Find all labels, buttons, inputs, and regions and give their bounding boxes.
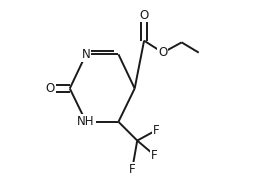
Text: F: F [153,124,159,137]
Text: O: O [45,82,55,95]
Text: N: N [82,48,90,61]
Text: O: O [158,46,167,59]
Text: NH: NH [77,115,95,128]
Text: O: O [139,9,149,22]
Text: F: F [151,149,158,162]
Text: F: F [129,163,135,176]
